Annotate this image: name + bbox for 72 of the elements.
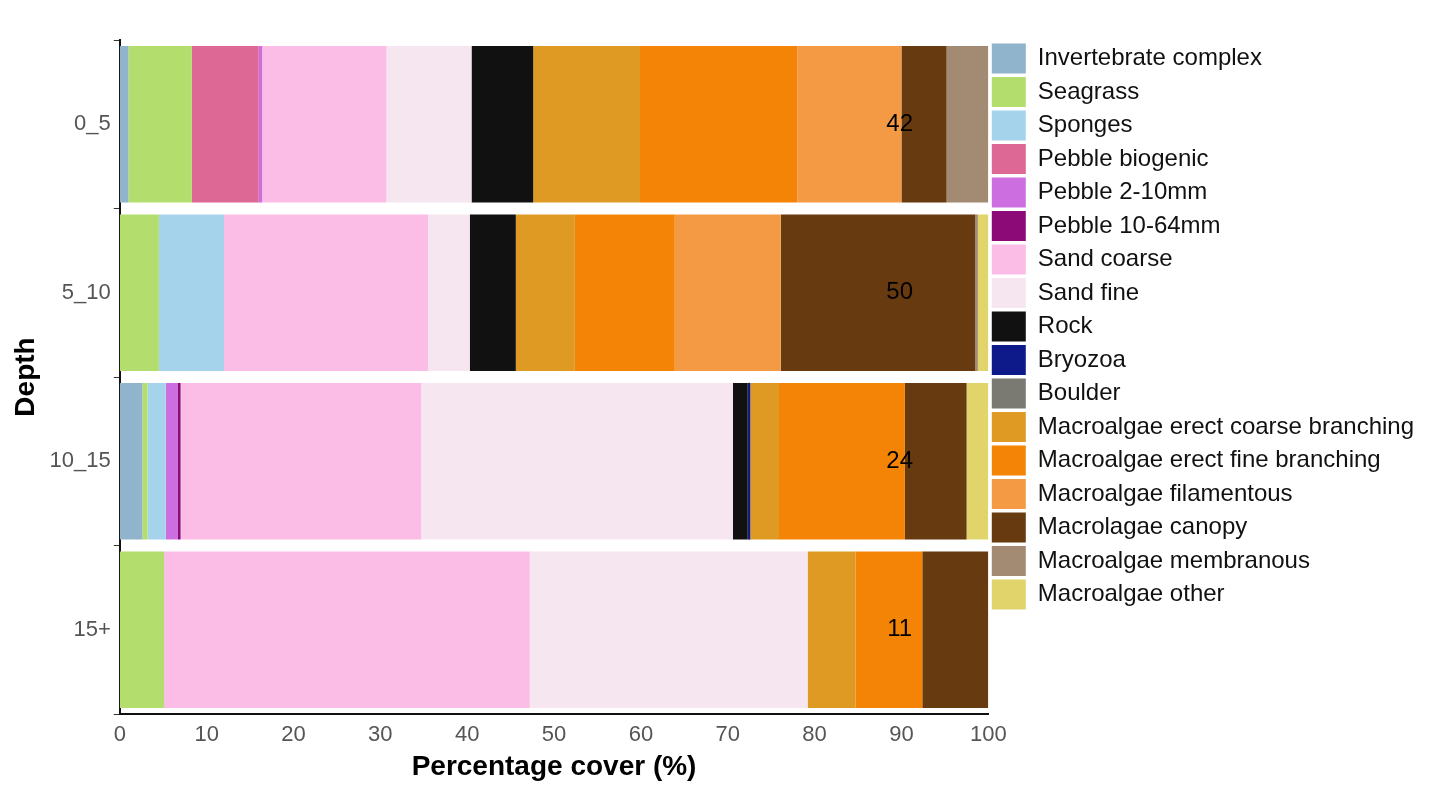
- x-tick-label: 80: [802, 721, 827, 747]
- legend-label: Macroalgae erect fine branching: [1037, 445, 1381, 473]
- bar: [674, 214, 781, 372]
- bar: [119, 214, 159, 372]
- x-tick-label: 0: [113, 721, 126, 747]
- x-tick-label: 20: [281, 721, 306, 747]
- bar: [574, 214, 675, 372]
- bar: [262, 45, 387, 203]
- legend-label: Sponges: [1037, 110, 1133, 138]
- legend-label: Bryozoa: [1037, 344, 1127, 372]
- legend-label: Macroalgae membranous: [1037, 545, 1310, 573]
- x-tick-label: 40: [454, 721, 480, 747]
- bar: [977, 214, 989, 372]
- y-tick-label: 0_5: [74, 110, 111, 136]
- x-tick-label: 70: [715, 721, 740, 747]
- x-tick-label: 60: [628, 721, 654, 747]
- bar: [165, 382, 178, 540]
- y-tick-label: 10_15: [49, 447, 111, 473]
- bar: [732, 382, 748, 540]
- annotation: 50: [886, 277, 914, 305]
- bar: [780, 214, 976, 372]
- legend-label: Macrolagae canopy: [1037, 512, 1248, 540]
- legend-label: Sand fine: [1037, 277, 1140, 305]
- bar: [966, 382, 989, 540]
- bar: [469, 214, 516, 372]
- x-axis-title: Percentage cover (%): [411, 749, 697, 781]
- bar: [471, 45, 534, 203]
- y-axis-title: Depth: [8, 337, 40, 417]
- x-tick-label: 30: [368, 721, 393, 747]
- bar: [119, 382, 143, 540]
- bar: [946, 45, 989, 203]
- bar: [421, 382, 733, 540]
- legend-label: Sand coarse: [1037, 244, 1173, 272]
- bar: [807, 551, 856, 709]
- bar: [158, 214, 224, 372]
- bar: [119, 45, 129, 203]
- legend-label: Macroalgae filamentous: [1037, 478, 1293, 506]
- bar: [147, 382, 166, 540]
- legend-label: Boulder: [1037, 378, 1121, 406]
- legend-label: Seagrass: [1037, 76, 1140, 104]
- bar: [386, 45, 472, 203]
- bar: [428, 214, 470, 372]
- bar: [533, 45, 641, 203]
- annotation: 11: [887, 614, 913, 642]
- bar: [119, 551, 165, 709]
- legend-label: Pebble biogenic: [1037, 143, 1209, 171]
- bar: [750, 382, 779, 540]
- bar: [164, 551, 530, 709]
- bar: [180, 382, 422, 540]
- legend-label: Pebble 10-64mm: [1037, 210, 1221, 238]
- bar: [191, 45, 259, 203]
- bar: [177, 382, 181, 540]
- bar: [224, 214, 429, 372]
- legend-label: Pebble 2-10mm: [1037, 177, 1208, 205]
- legend-label: Invertebrate complex: [1037, 43, 1262, 71]
- bar: [855, 551, 923, 709]
- legend-label: Rock: [1037, 311, 1094, 339]
- bar: [515, 214, 575, 372]
- y-tick-label: 15+: [73, 615, 111, 641]
- bar: [529, 551, 808, 709]
- x-tick-label: 90: [889, 721, 914, 747]
- bar: [142, 382, 148, 540]
- legend-label: Macroalgae other: [1037, 579, 1225, 607]
- x-tick-label: 100: [969, 721, 1007, 747]
- legend-label: Macroalgae erect coarse branching: [1037, 411, 1415, 439]
- bar: [975, 214, 978, 372]
- bar: [922, 551, 989, 709]
- x-tick-label: 10: [194, 721, 219, 747]
- bar: [128, 45, 192, 203]
- x-tick-label: 50: [541, 721, 567, 747]
- bar: [640, 45, 798, 203]
- y-tick-label: 5_10: [61, 278, 111, 304]
